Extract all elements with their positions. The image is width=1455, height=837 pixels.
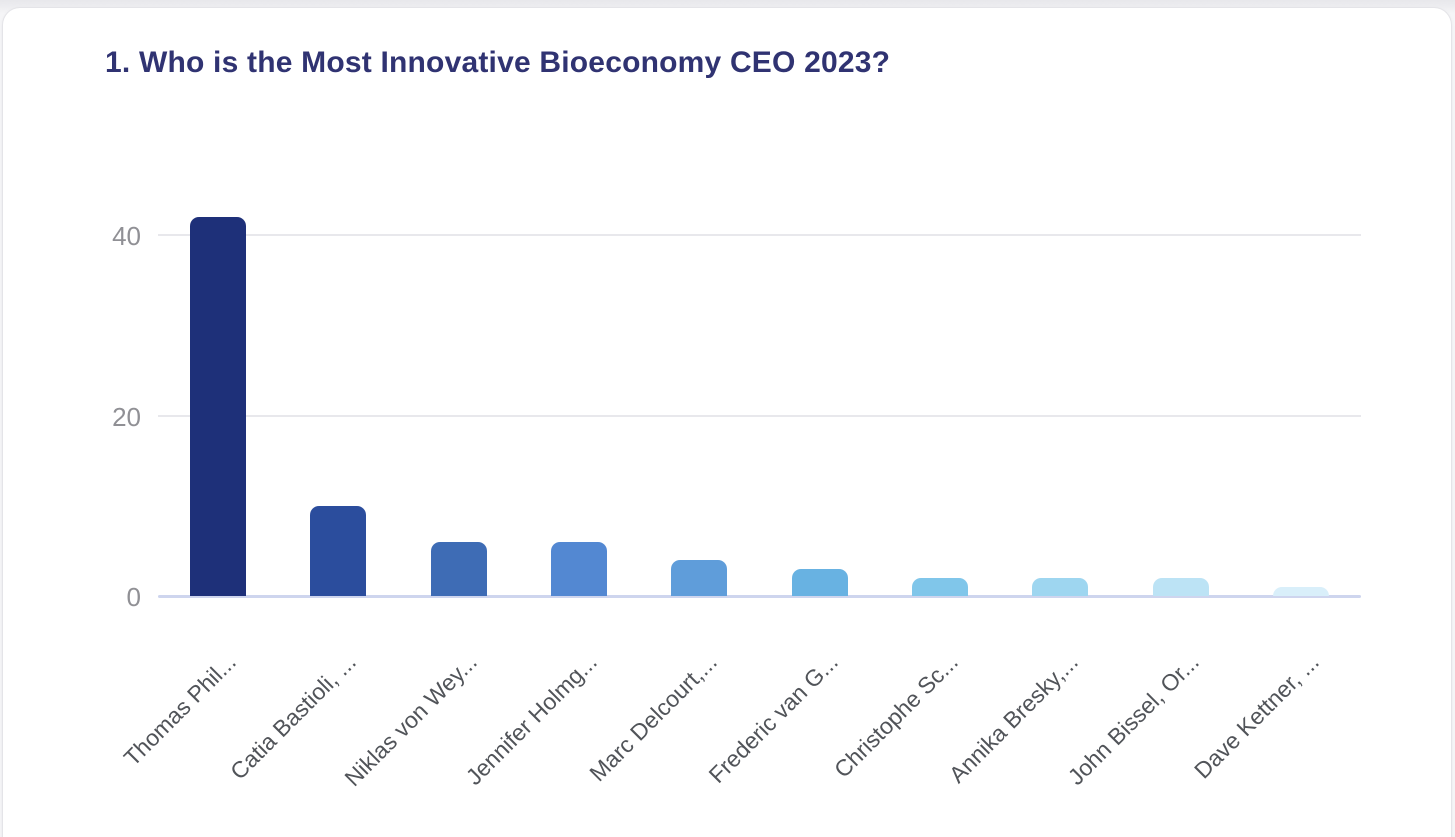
bar-8[interactable] <box>1032 578 1088 596</box>
gridline-20 <box>158 414 1361 417</box>
bar-9[interactable] <box>1153 578 1209 596</box>
bar-7[interactable] <box>912 578 968 596</box>
bar-5[interactable] <box>671 560 727 596</box>
y-axis-tick-label: 40 <box>112 221 141 251</box>
x-axis-label: Thomas Phil... <box>118 648 241 771</box>
x-axis-label: Jennifer Holmg... <box>460 648 602 790</box>
x-axis-label: Annika Bresky,... <box>943 648 1083 788</box>
question-title: 1. Who is the Most Innovative Bioeconomy… <box>105 46 891 79</box>
y-axis-tick-label: 0 <box>126 582 141 612</box>
bar-2[interactable] <box>310 506 366 596</box>
bar-10[interactable] <box>1273 587 1329 596</box>
bar-4[interactable] <box>551 542 607 596</box>
bar-1[interactable] <box>190 217 246 596</box>
bar-chart: 0 20 40 Thomas Phil... Catia Bastioli, ... N… <box>3 8 1455 837</box>
question-card: 1. Who is the Most Innovative Bioeconomy… <box>2 7 1452 837</box>
y-axis-tick-label: 20 <box>112 401 141 432</box>
x-axis-baseline <box>158 595 1361 598</box>
x-axis-label: Catia Bastioli, ... <box>225 648 361 785</box>
gridline-40 <box>158 234 1361 236</box>
bar-3[interactable] <box>431 542 487 596</box>
x-axis-label: Marc Delcourt,... <box>584 648 722 787</box>
x-axis-label: Christophe Sc... <box>828 648 963 783</box>
x-axis-label: Frederic van G... <box>703 648 843 789</box>
x-axis-label: Niklas von Wey... <box>339 648 482 792</box>
x-axis-label: John Bissel, Or... <box>1062 648 1204 790</box>
x-axis-label: Dave Kettner, ... <box>1188 648 1324 784</box>
bar-6[interactable] <box>792 569 848 596</box>
